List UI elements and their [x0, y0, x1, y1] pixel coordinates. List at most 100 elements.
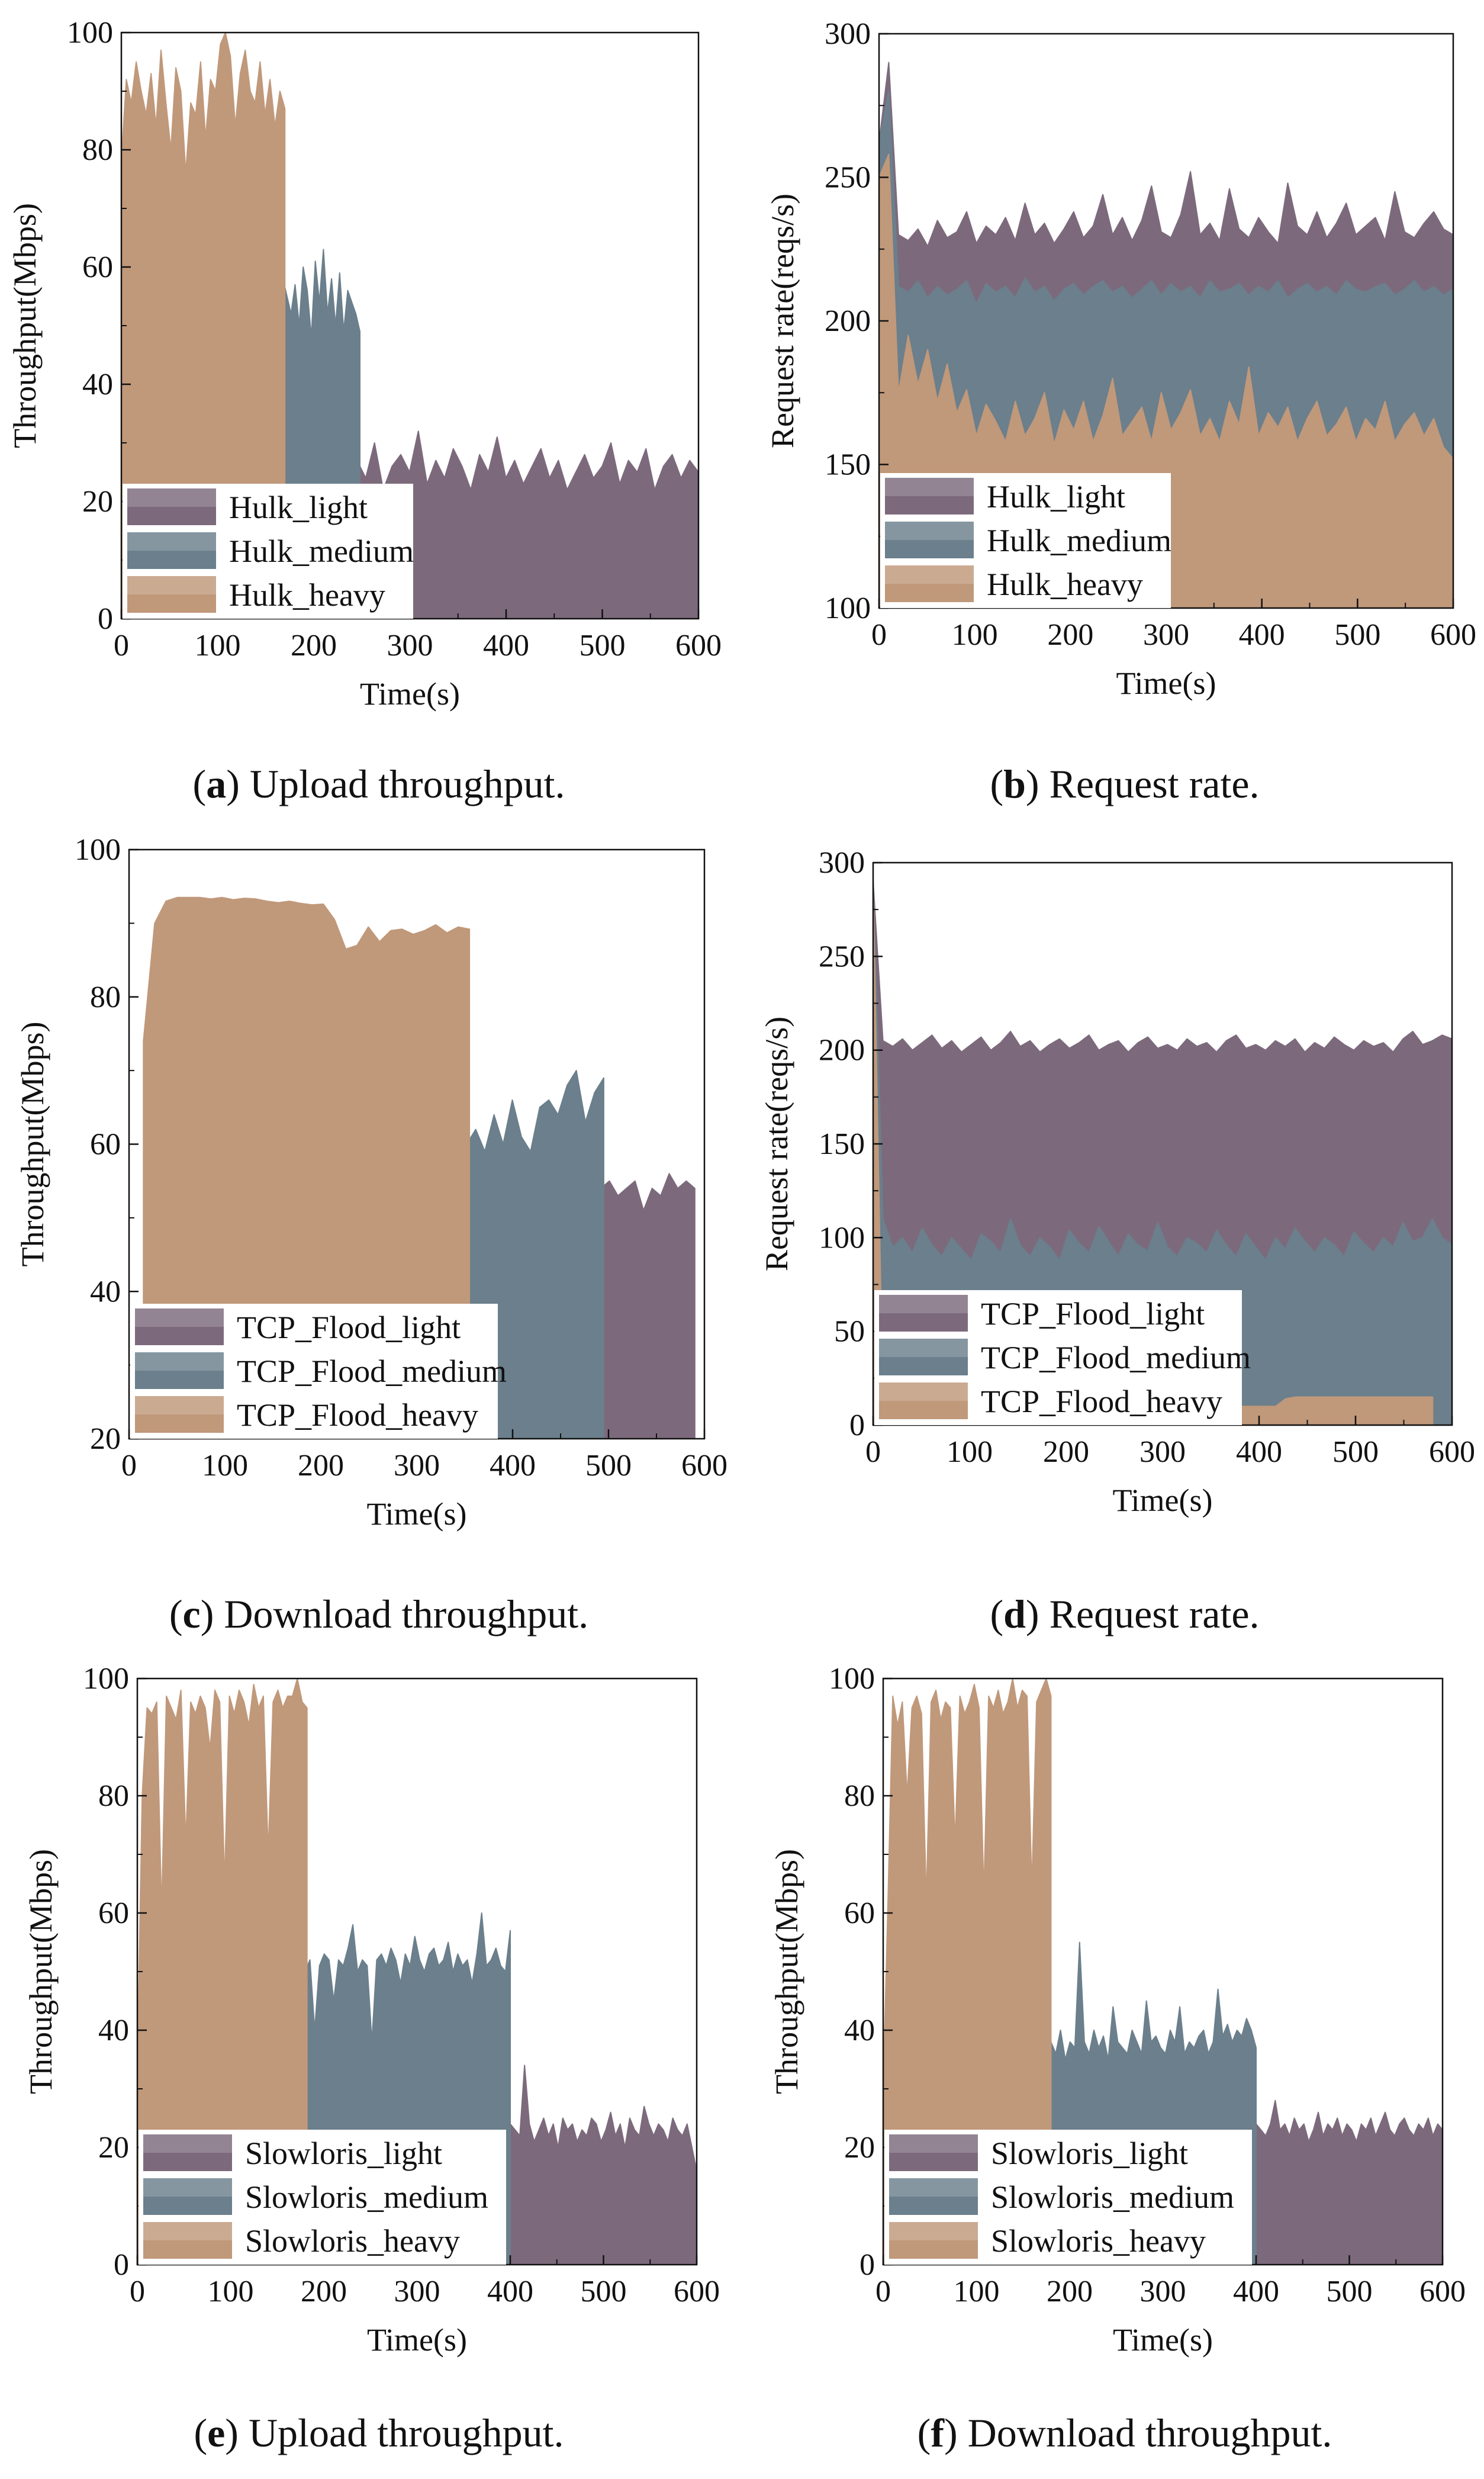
x-tick-label: 300	[394, 1449, 440, 1483]
legend-label: TCP_Flood_heavy	[981, 1384, 1222, 1419]
y-tick-label: 50	[834, 1315, 865, 1349]
legend-label: TCP_Flood_heavy	[237, 1397, 478, 1433]
y-tick-label: 40	[82, 368, 113, 401]
y-tick-label: 20	[90, 1422, 121, 1456]
y-axis-label: Request rate(reqs/s)	[759, 1017, 794, 1271]
x-tick-label: 400	[1236, 1435, 1282, 1469]
panel-caption-c: (c) Download throughput.	[169, 1591, 588, 1638]
y-tick-label: 200	[819, 1034, 865, 1068]
y-tick-label: 250	[825, 161, 871, 195]
series-area-c-0	[600, 1173, 696, 1439]
x-tick-label: 400	[487, 2275, 533, 2308]
caption-text: Upload throughput.	[248, 2410, 564, 2455]
x-tick-label: 200	[298, 1449, 344, 1483]
legend-swatch	[143, 2134, 232, 2171]
x-tick-label: 100	[954, 2275, 1000, 2308]
caption-paren-open: (	[192, 761, 207, 806]
legend-label: TCP_Flood_medium	[981, 1340, 1251, 1375]
legend-swatch-sheen	[135, 1396, 224, 1414]
chart-svg-b: 0 100 200 300 400 500 600100150200250300Time(s…	[765, 17, 1476, 701]
y-tick-label: 100	[67, 16, 113, 50]
series-area-c-2	[143, 896, 471, 1439]
y-tick-label: 80	[82, 133, 113, 167]
legend-swatch-sheen	[885, 522, 974, 540]
y-tick-label: 80	[90, 980, 121, 1014]
legend-swatch-sheen	[879, 1339, 968, 1357]
y-tick-label: 80	[844, 1779, 875, 1813]
chart-panel-b: 0 100 200 300 400 500 600 100 150 200 250 300 Time(s…	[765, 17, 1476, 701]
legend-swatch-sheen	[879, 1295, 968, 1313]
x-tick-label: 400	[1233, 2275, 1279, 2308]
legend-label: Slowloris_medium	[245, 2179, 488, 2215]
legend-swatch-sheen	[889, 2178, 978, 2197]
legend: Slowloris_light Slowloris_medium Slowloris…	[139, 2130, 506, 2265]
y-tick-label: 60	[844, 1896, 875, 1930]
x-axis-label: Time(s)	[360, 676, 460, 712]
x-tick-label: 600	[1419, 2275, 1466, 2308]
caption-letter: a	[206, 761, 227, 806]
legend-swatch	[143, 2222, 232, 2259]
series-area-e-0	[510, 2065, 697, 2265]
legend-swatch-sheen	[135, 1352, 224, 1371]
legend-label: Hulk_light	[229, 490, 368, 525]
x-tick-label: 400	[483, 629, 529, 663]
y-tick-label: 0	[114, 2248, 129, 2282]
legend-swatch	[879, 1339, 968, 1375]
series-area-f-2	[883, 1679, 1052, 2265]
y-tick-label: 40	[98, 2014, 129, 2047]
y-tick-label: 0	[860, 2248, 875, 2282]
y-tick-label: 200	[825, 304, 871, 338]
y-tick-label: 250	[819, 940, 865, 973]
legend-label: Slowloris_light	[245, 2136, 442, 2171]
x-tick-label: 0	[875, 2275, 891, 2308]
x-axis-label: Time(s)	[1113, 2322, 1213, 2358]
caption-paren-open: (	[917, 2410, 931, 2455]
x-tick-label: 300	[1143, 618, 1189, 652]
chart-svg-a: 0 100 200 300 400 500 600 0 20 40 60 80 100 Time(s) Th…	[7, 16, 722, 712]
legend-swatch-sheen	[127, 532, 216, 551]
series-area-e-2	[137, 1679, 308, 2265]
legend-label: Hulk_light	[987, 479, 1125, 515]
caption-paren-close: )	[944, 2410, 968, 2455]
x-axis-label: Time(s)	[367, 2322, 467, 2358]
caption-paren-open: (	[990, 761, 1004, 806]
x-tick-label: 100	[952, 618, 998, 652]
y-tick-label: 60	[82, 250, 113, 284]
caption-paren-close: )	[1025, 761, 1050, 806]
caption-paren-close: )	[225, 2410, 249, 2455]
chart-svg-c: 0 100 200 300 400 500 600 20 40 60 80 100 Time(s) Thr…	[15, 833, 727, 1532]
series-area-d-1	[873, 880, 1452, 1425]
x-tick-label: 500	[585, 1449, 632, 1483]
caption-paren-open: (	[194, 2410, 208, 2455]
x-tick-label: 300	[1139, 1435, 1186, 1469]
chart-panel-a: 0 100 200 300 400 500 600 0 20 40 60 80 100 Time(s) Th…	[7, 16, 722, 712]
legend-swatch	[885, 522, 974, 558]
series-area-c-1	[466, 1070, 604, 1439]
legend-swatch-sheen	[143, 2134, 232, 2153]
x-tick-label: 500	[1334, 618, 1380, 652]
legend-swatch-sheen	[127, 488, 216, 507]
caption-letter: b	[1003, 761, 1026, 806]
legend-label: TCP_Flood_light	[981, 1296, 1205, 1332]
x-tick-label: 500	[581, 2275, 627, 2308]
x-tick-label: 100	[195, 629, 241, 663]
y-tick-label: 60	[90, 1128, 121, 1162]
x-axis-label: Time(s)	[1112, 1483, 1212, 1518]
legend-swatch	[889, 2134, 978, 2171]
x-tick-label: 300	[387, 629, 433, 663]
legend-swatch	[127, 488, 216, 525]
caption-letter: c	[182, 1591, 201, 1636]
caption-letter: e	[207, 2410, 226, 2455]
caption-paren-open: (	[990, 1591, 1004, 1636]
y-tick-label: 300	[825, 17, 871, 51]
legend-label: Slowloris_heavy	[245, 2223, 460, 2259]
x-tick-label: 0	[121, 1449, 137, 1483]
x-tick-label: 400	[1239, 618, 1285, 652]
legend-swatch	[879, 1382, 968, 1419]
caption-letter: f	[931, 2410, 944, 2455]
y-tick-label: 60	[98, 1896, 129, 1930]
legend-swatch-sheen	[885, 478, 974, 496]
legend: TCP_Flood_light TCP_Flood_medium TCP_Flood…	[130, 1304, 507, 1439]
caption-text: Download throughput.	[224, 1591, 589, 1636]
x-tick-label: 100	[208, 2275, 254, 2308]
